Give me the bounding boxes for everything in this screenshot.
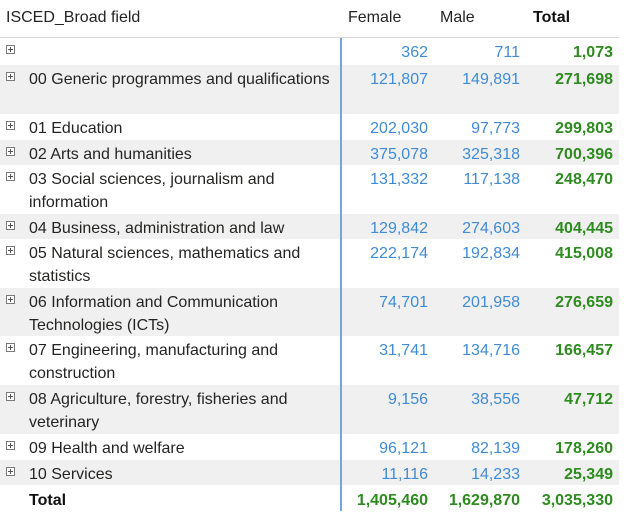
row-label: 03 Social sciences, journalism and infor…	[29, 171, 275, 211]
expand-icon[interactable]	[6, 246, 15, 255]
male-value: 82,139	[471, 440, 520, 457]
male-value: 711	[494, 44, 520, 61]
male-value: 325,318	[462, 146, 520, 163]
table-row: 01 Education 202,030 97,773 299,803	[0, 114, 619, 140]
female-value: 131,332	[370, 171, 428, 188]
male-value: 117,138	[463, 171, 520, 188]
expand-icon[interactable]	[6, 45, 15, 54]
table-row: 09 Health and welfare 96,121 82,139 178,…	[0, 434, 619, 460]
female-value: 11,116	[381, 466, 428, 483]
grand-total-value: 3,035,330	[541, 492, 613, 509]
female-value: 222,174	[370, 245, 428, 262]
table-row: 02 Arts and humanities 375,078 325,318 7…	[0, 140, 619, 165]
female-value: 202,030	[370, 120, 428, 137]
header-divider	[0, 37, 619, 38]
total-value: 178,260	[555, 440, 613, 457]
grand-total-row: Total 1,405,460 1,629,870 3,035,330	[0, 486, 619, 512]
expand-icon[interactable]	[6, 467, 15, 476]
table-row: 362 711 1,073	[0, 38, 619, 65]
table-row: 05 Natural sciences, mathematics and sta…	[0, 239, 619, 288]
total-value: 248,470	[555, 171, 613, 188]
total-value: 700,396	[555, 146, 613, 163]
row-label: 02 Arts and humanities	[29, 146, 192, 163]
male-value: 134,716	[462, 342, 520, 359]
male-value: 14,233	[471, 466, 520, 483]
row-label: 01 Education	[29, 120, 123, 137]
expand-icon[interactable]	[6, 172, 15, 181]
column-header-female[interactable]: Female	[348, 9, 402, 26]
column-header-total[interactable]: Total	[533, 9, 571, 26]
male-value: 201,958	[462, 294, 520, 311]
column-header-field[interactable]: ISCED_Broad field	[6, 9, 141, 26]
female-value: 31,741	[379, 342, 428, 359]
male-value: 97,773	[471, 120, 520, 137]
female-value: 375,078	[370, 146, 428, 163]
expand-icon[interactable]	[6, 343, 15, 352]
table-row: 06 Information and Communication Technol…	[0, 288, 619, 336]
grand-total-female: 1,405,460	[356, 492, 428, 509]
female-value: 121,807	[370, 71, 428, 88]
male-value: 38,556	[471, 391, 520, 408]
total-value: 415,008	[555, 245, 613, 262]
total-value: 47,712	[564, 391, 613, 408]
row-label: 05 Natural sciences, mathematics and sta…	[29, 245, 301, 285]
table-row: 04 Business, administration and law 129,…	[0, 214, 619, 239]
total-value: 299,803	[555, 120, 613, 137]
total-value: 1,073	[572, 44, 613, 61]
table-row: 08 Agriculture, forestry, fisheries and …	[0, 385, 619, 434]
male-value: 274,603	[462, 220, 520, 237]
grand-total-male: 1,629,870	[448, 492, 520, 509]
female-value: 362	[401, 44, 428, 61]
total-value: 166,457	[555, 342, 613, 359]
row-label: 10 Services	[29, 466, 113, 483]
male-value: 192,834	[462, 245, 520, 262]
expand-icon[interactable]	[6, 295, 15, 304]
row-label: 09 Health and welfare	[29, 440, 185, 457]
column-divider	[340, 38, 342, 511]
expand-icon[interactable]	[6, 121, 15, 130]
table-row: 07 Engineering, manufacturing and constr…	[0, 336, 619, 385]
table-row: 10 Services 11,116 14,233 25,349	[0, 460, 619, 485]
header-row: ISCED_Broad field Female Male Total	[0, 0, 619, 37]
expand-icon[interactable]	[6, 72, 15, 81]
total-value: 25,349	[564, 466, 613, 483]
row-label: 04 Business, administration and law	[29, 220, 285, 237]
row-label: 07 Engineering, manufacturing and constr…	[29, 342, 279, 382]
total-value: 276,659	[555, 294, 613, 311]
female-value: 9,156	[387, 391, 428, 408]
table-row: 03 Social sciences, journalism and infor…	[0, 165, 619, 214]
column-header-male[interactable]: Male	[440, 9, 475, 26]
table-row: 00 Generic programmes and qualifications…	[0, 65, 619, 114]
total-value: 404,445	[555, 220, 613, 237]
row-label: 00 Generic programmes and qualifications	[29, 71, 330, 88]
female-value: 74,701	[379, 294, 428, 311]
female-value: 129,842	[370, 220, 428, 237]
row-label: 08 Agriculture, forestry, fisheries and …	[29, 391, 288, 431]
grand-total-label: Total	[29, 492, 67, 509]
expand-icon[interactable]	[6, 221, 15, 230]
total-value: 271,698	[555, 71, 613, 88]
row-label: 06 Information and Communication Technol…	[29, 294, 279, 334]
male-value: 149,891	[462, 71, 520, 88]
expand-icon[interactable]	[6, 147, 15, 156]
female-value: 96,121	[379, 440, 428, 457]
expand-icon[interactable]	[6, 441, 15, 450]
expand-icon[interactable]	[6, 392, 15, 401]
